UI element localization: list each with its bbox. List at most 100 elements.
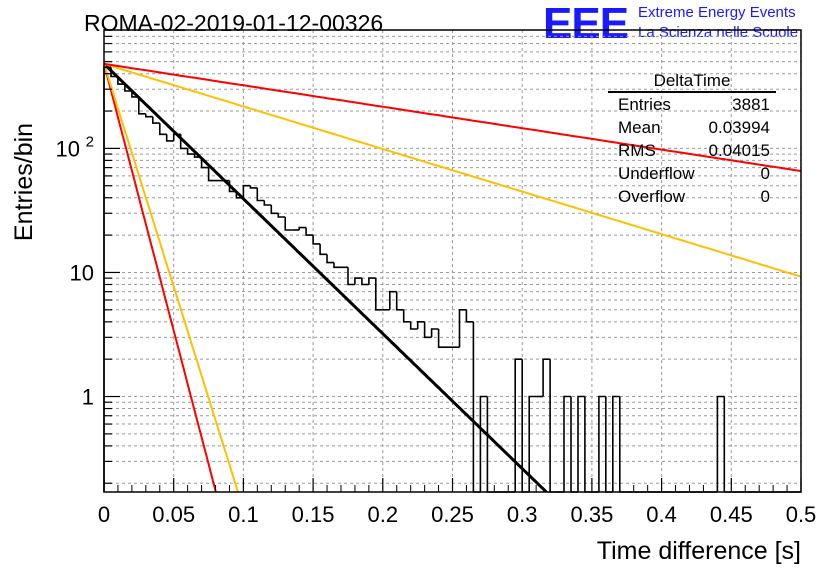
- histogram-bin: [612, 395, 620, 492]
- histogram-bin: [124, 84, 132, 92]
- histogram-bin: [437, 329, 446, 348]
- histogram-bin: [514, 358, 523, 492]
- eee-logo: EEE Extreme Energy Events La Scienza nel…: [543, 2, 833, 46]
- stats-title: DeltaTime: [608, 70, 776, 93]
- stats-value: 0.03994: [708, 118, 770, 137]
- x-tick-label: 0.5: [786, 502, 817, 527]
- histogram-bin: [563, 395, 571, 492]
- x-tick-label: 0.2: [368, 502, 399, 527]
- limit-curve: [104, 63, 217, 492]
- histogram-bin: [200, 157, 209, 169]
- logo-tagline-1: Extreme Energy Events: [638, 4, 796, 21]
- histogram-bin: [186, 148, 195, 155]
- histogram-bin: [110, 67, 118, 78]
- stats-row-mean: Mean 0.03994: [608, 116, 776, 139]
- histogram-bin: [312, 235, 321, 245]
- y-tick-label: 1: [82, 385, 94, 410]
- histogram-bin: [145, 113, 153, 118]
- histogram-bin: [716, 395, 725, 492]
- stats-row-rms: RMS 0.04015: [608, 139, 776, 162]
- histogram-bin: [319, 243, 327, 256]
- histogram-bin: [570, 396, 578, 493]
- stats-label: Overflow: [618, 187, 686, 206]
- histogram-bin: [256, 187, 265, 202]
- histogram-bin: [117, 76, 125, 85]
- histogram-bin: [270, 205, 279, 215]
- histogram-bin: [723, 396, 732, 493]
- histogram-bin: [416, 321, 425, 329]
- histogram-bin: [354, 277, 362, 285]
- histogram-bin: [368, 277, 376, 285]
- histogram-bin: [284, 217, 293, 231]
- histogram-bin: [430, 328, 439, 338]
- histogram-bin: [402, 309, 411, 323]
- histogram-bin: [389, 290, 397, 310]
- histogram-bin: [277, 213, 286, 218]
- x-tick-label: 0.4: [646, 502, 677, 527]
- x-axis-label: Time difference [s]: [597, 537, 801, 565]
- y-tick-label: 10: [56, 136, 80, 161]
- x-tick-label: 0.3: [507, 502, 538, 527]
- limit-curve: [104, 62, 801, 172]
- x-tick-label: 0: [98, 502, 110, 527]
- stats-value: 0.04015: [708, 141, 770, 160]
- histogram-bin: [263, 200, 272, 206]
- histogram-bin: [131, 91, 139, 98]
- histogram-bin: [423, 321, 432, 339]
- histogram-bin: [165, 134, 174, 142]
- x-tick-label: 0.05: [152, 502, 195, 527]
- histogram-bin: [465, 309, 474, 323]
- histogram-bin: [598, 395, 606, 492]
- fit-curves: [104, 62, 801, 492]
- histogram-bin: [333, 262, 341, 269]
- x-tick-label: 0.1: [228, 502, 259, 527]
- histogram-bin: [577, 395, 585, 492]
- x-tick-label: 0.25: [431, 502, 474, 527]
- limit-curve: [104, 62, 801, 278]
- histogram-bin: [619, 396, 627, 493]
- y-tick-label: 10: [70, 260, 94, 285]
- histogram-bin: [375, 278, 383, 311]
- histogram-bin: [298, 226, 307, 230]
- fit-curve: [104, 62, 549, 492]
- histogram-bin: [326, 254, 334, 264]
- stats-value: 0: [760, 187, 770, 206]
- x-tick-label: 0.45: [710, 502, 753, 527]
- histogram-bin: [103, 66, 111, 492]
- histogram-bin: [193, 154, 202, 158]
- axis-labels: Time difference [s] Entries/bin: [10, 123, 801, 565]
- histogram-bin: [409, 321, 418, 330]
- stats-box: DeltaTime Entries 3881 Mean 0.03994 RMS …: [608, 70, 776, 208]
- y-tick-exponent: 2: [86, 133, 94, 150]
- x-tick-label: 0.15: [292, 502, 335, 527]
- histogram-bin: [228, 180, 237, 193]
- stats-value: 0: [760, 164, 770, 183]
- stats-row-entries: Entries 3881: [608, 93, 776, 116]
- histogram-bin: [305, 227, 314, 236]
- y-axis-label: Entries/bin: [10, 123, 38, 241]
- page-title: ROMA-02-2019-01-12-00326: [84, 10, 384, 36]
- stats-label: Underflow: [618, 164, 695, 183]
- stats-label: RMS: [618, 141, 656, 160]
- histogram-bin: [486, 396, 495, 493]
- logo-mark: EEE: [543, 0, 629, 48]
- histogram-bin: [479, 395, 488, 492]
- histogram-bin: [152, 116, 160, 124]
- histogram-bin: [207, 167, 216, 182]
- histogram-bin: [458, 309, 467, 348]
- stats-value: 3881: [732, 95, 770, 114]
- histogram-bin: [605, 396, 613, 493]
- histogram-bin: [159, 123, 167, 136]
- histogram-bin: [395, 291, 404, 311]
- histogram-bin: [542, 358, 551, 397]
- histogram-bin: [472, 321, 481, 493]
- histogram-bin: [549, 359, 557, 493]
- histogram-bin: [242, 184, 251, 198]
- x-tick-label: 0.35: [570, 502, 613, 527]
- histogram-bin: [584, 396, 592, 493]
- axis-ticks: 0 0.05 0.1 0.15 0.2 0.25 0.3 0.35 0.4 0.45 0.5 1 10 1…: [56, 29, 817, 527]
- histogram-bin: [249, 185, 258, 189]
- stats-row-underflow: Underflow 0: [608, 162, 776, 185]
- limit-curve: [104, 63, 240, 492]
